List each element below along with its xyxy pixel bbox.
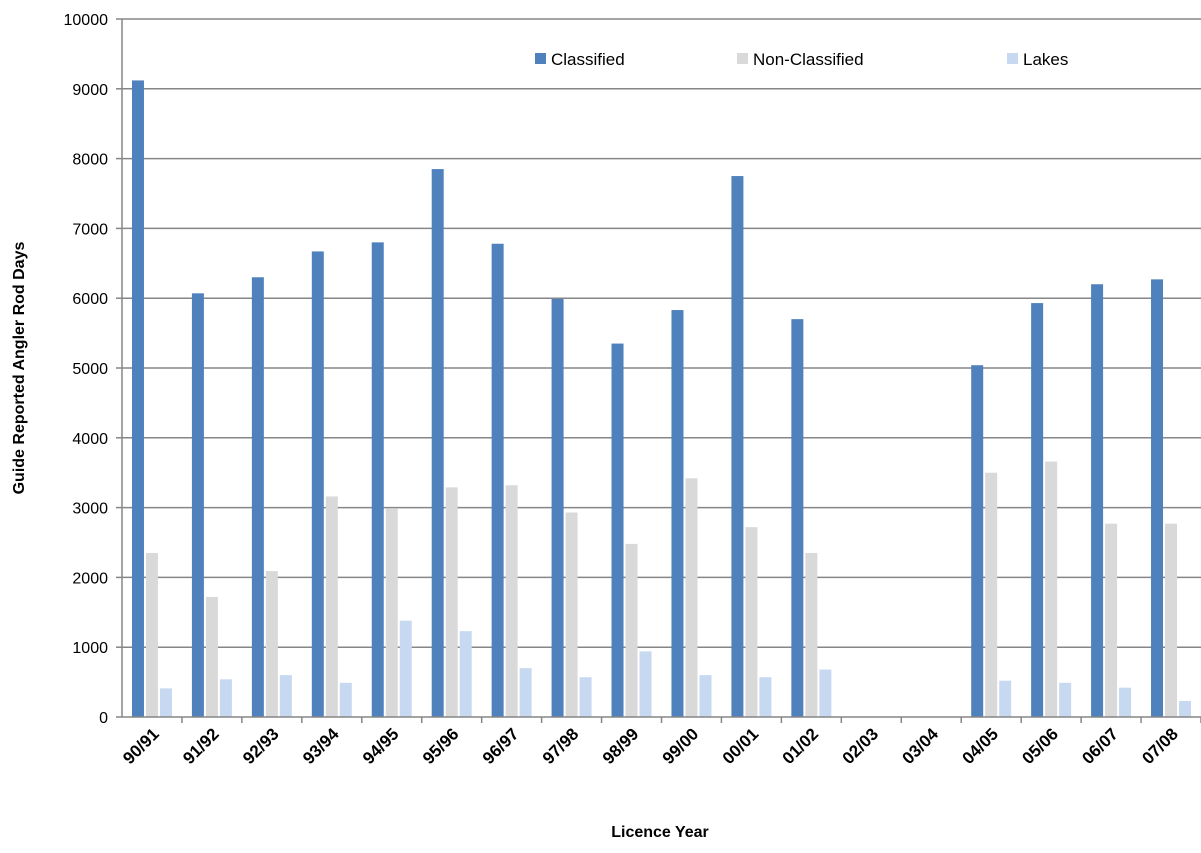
bar-classified [251,277,264,717]
bar-non-classified [265,571,278,717]
bar-non-classified [145,552,158,717]
bar-classified [1091,284,1104,717]
y-tick-label: 7000 [72,221,108,238]
bar-lakes [699,675,712,717]
legend-swatch [535,53,546,64]
bar-classified [311,251,324,717]
bar-classified [431,169,444,717]
y-axis-title: Guide Reported Angler Rod Days [11,242,28,495]
bar-classified [551,298,564,717]
x-tick-label: 99/00 [659,724,703,768]
y-tick-label: 10000 [64,12,109,29]
x-tick-label: 97/98 [539,724,583,768]
y-tick-label: 3000 [72,501,108,518]
bar-non-classified [625,543,638,717]
bar-lakes [219,679,232,717]
bar-non-classified [985,472,998,717]
bar-lakes [759,677,772,717]
bar-non-classified [505,485,518,717]
bar-lakes [519,668,532,717]
x-tick-label: 98/99 [599,724,643,768]
x-tick-label: 91/92 [179,724,223,768]
x-tick-label: 95/96 [419,724,463,768]
y-tick-label: 9000 [72,82,108,99]
x-tick-label: 05/06 [1018,724,1062,768]
y-tick-label: 5000 [72,361,108,378]
y-tick-label: 4000 [72,431,108,448]
bar-lakes [279,675,292,717]
bar-classified [1031,303,1044,717]
bar-non-classified [205,596,218,717]
bar-lakes [1059,682,1072,717]
bar-classified [491,243,504,718]
legend: Classified Non-Classified Lakes [535,50,1068,69]
x-tick-label: 92/93 [239,724,283,768]
x-tick-label: 96/97 [479,724,523,768]
bar-classified [1151,279,1164,717]
x-tick-label: 00/01 [719,724,763,768]
y-tick-labels: 0 1000 2000 3000 4000 5000 6000 7000 8000 9000 100… [64,12,109,727]
x-tick-label: 02/03 [839,724,883,768]
x-axis-title: Licence Year [611,824,709,841]
x-tick-label: 01/02 [779,724,823,768]
bar-non-classified [385,508,398,717]
bar-non-classified [1105,523,1118,717]
x-tick-label: 04/05 [959,724,1003,768]
bar-lakes [999,680,1012,717]
bar-lakes [639,651,652,717]
bar-lakes [819,669,832,717]
legend-swatch [737,53,748,64]
x-tick-label: 93/94 [299,724,343,768]
bar-lakes [159,688,172,717]
bar-lakes [1179,700,1192,717]
bars [131,80,1192,718]
bar-non-classified [565,512,578,717]
legend-label: Classified [551,50,625,69]
bar-non-classified [325,496,338,717]
bar-classified [971,365,984,717]
gridlines [116,18,1201,723]
axes [121,19,1201,718]
bar-non-classified [805,552,818,717]
x-tick-label: 07/08 [1138,724,1182,768]
bar-non-classified [445,487,458,717]
bar-non-classified [1165,523,1178,717]
bar-classified [191,293,204,717]
legend-swatch [1007,53,1018,64]
legend-label: Non-Classified [753,50,864,69]
x-tick-labels: 90/91 91/92 92/93 93/94 94/95 95/96 96/97 97/98… [119,724,1182,768]
y-tick-label: 8000 [72,152,108,169]
legend-label: Lakes [1023,50,1068,69]
bar-non-classified [1045,461,1058,717]
bar-classified [791,319,804,717]
bar-classified [371,242,384,718]
x-tick-label: 94/95 [359,724,403,768]
y-tick-label: 1000 [72,640,108,657]
bar-lakes [399,620,412,717]
bar-lakes [1119,687,1132,717]
x-tick-label: 90/91 [119,724,163,768]
bar-classified [671,310,684,717]
bar-classified [731,176,744,718]
y-tick-label: 0 [99,710,108,727]
bar-non-classified [685,478,698,717]
bar-lakes [459,631,472,717]
bar-lakes [579,677,592,717]
bar-non-classified [745,527,758,717]
x-tick-label: 06/07 [1078,724,1122,768]
x-tick-label: 03/04 [899,724,943,768]
y-tick-label: 6000 [72,291,108,308]
bar-classified [611,343,624,717]
y-tick-label: 2000 [72,570,108,587]
bar-lakes [339,682,352,717]
bar-classified [131,80,144,717]
